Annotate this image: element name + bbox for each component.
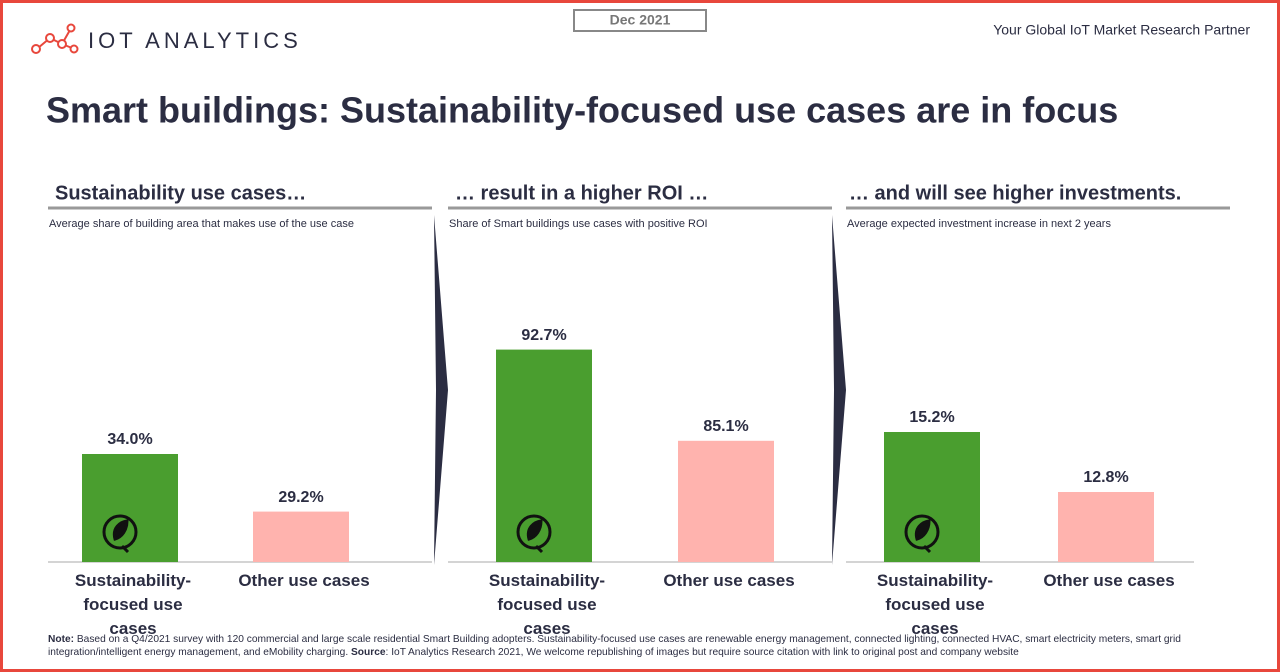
panel-title: Sustainability use cases…	[55, 182, 306, 204]
category-label: Other use cases	[663, 571, 795, 590]
leaf-icon	[516, 514, 552, 554]
value-label: 85.1%	[703, 418, 748, 435]
category-label: Sustainability-focused use cases	[74, 571, 192, 638]
bar	[253, 511, 349, 562]
date: Dec 2021	[610, 12, 671, 28]
infographic: IOT ANALYTICS Dec 2021 Your Global IoT M…	[31, 9, 1250, 565]
icon-ring	[904, 514, 940, 550]
value-label: 29.2%	[278, 489, 323, 506]
panel-subtitle: Average share of building area that make…	[49, 218, 354, 230]
icon-plug	[120, 544, 130, 554]
note: Note: Based on a Q4/2021 survey with 120…	[48, 633, 1243, 659]
icon-ring	[516, 514, 552, 550]
brand: IOT ANALYTICS	[88, 28, 302, 53]
icon-plug	[922, 544, 932, 554]
category-label: Sustainability-focused use cases	[876, 571, 994, 638]
leaf-icon	[904, 514, 940, 554]
source-text: : IoT Analytics Research 2021, We welcom…	[385, 647, 1019, 658]
value-label: 92.7%	[521, 327, 566, 344]
panel-subtitle: Share of Smart buildings use cases with …	[449, 218, 708, 230]
icon-plug	[534, 544, 544, 554]
category-label: Other use cases	[1043, 571, 1175, 590]
panel-title: … result in a higher ROI …	[455, 182, 708, 204]
icon-leaf	[112, 519, 129, 541]
panel-title: … and will see higher investments.	[849, 182, 1181, 204]
icon-ring	[102, 514, 138, 550]
tagline: Your Global IoT Market Research Partner	[993, 22, 1250, 38]
main-title: Smart buildings: Sustainability-focused …	[46, 90, 1118, 131]
icon-leaf	[914, 519, 931, 541]
chevron	[434, 215, 448, 565]
bar	[1058, 492, 1154, 562]
leaf-icon	[102, 514, 138, 554]
source-label: Source	[350, 647, 386, 658]
panel-subtitle: Average expected investment increase in …	[847, 218, 1111, 230]
note-label: Note:	[48, 634, 75, 645]
bar	[496, 349, 592, 562]
chevron	[832, 215, 846, 565]
bar	[884, 432, 980, 562]
category-label: Sustainability-focused use cases	[488, 571, 606, 638]
category-label: Other use cases	[238, 571, 370, 590]
value-label: 12.8%	[1083, 469, 1128, 486]
note-text: Based on a Q4/2021 survey with 120 comme…	[48, 634, 1181, 658]
icon-leaf	[526, 519, 543, 541]
logo-icon	[31, 23, 79, 54]
value-label: 34.0%	[107, 431, 152, 448]
date-box	[573, 9, 707, 32]
value-label: 15.2%	[909, 409, 954, 426]
bar	[678, 440, 774, 562]
